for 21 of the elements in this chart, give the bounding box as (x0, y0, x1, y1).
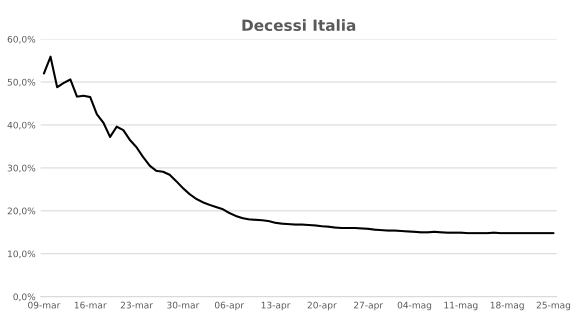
x-tick-label: 25-mag (536, 302, 570, 310)
x-tick-label: 13-apr (262, 302, 290, 310)
x-tick-label: 18-mag (490, 302, 524, 310)
line-series (42, 56, 555, 234)
y-tick-label: 20,0% (8, 208, 36, 216)
y-tick-label: 50,0% (8, 78, 36, 87)
y-tick-label: 40,0% (8, 122, 36, 130)
chart-title: Decessi Italia (242, 19, 356, 32)
y-tick-label: 10,0% (8, 250, 36, 258)
x-tick-label: 20-apr (308, 302, 337, 310)
y-tick-label: 30,0% (8, 164, 36, 172)
x-tick-label: 11-mag (444, 302, 478, 310)
x-tick-label: 30-mar (167, 302, 200, 309)
x-tick-label: 04-mag (398, 302, 432, 310)
y-tick-label: 0,0% (13, 293, 36, 302)
x-tick-label: 23-mar (120, 302, 153, 309)
x-tick-label: 09-mar (28, 302, 60, 309)
x-tick-label: 06-apr (214, 302, 244, 310)
x-tick-label: 27-apr (354, 302, 384, 310)
x-tick-label: 16-mar (74, 302, 107, 309)
y-tick-label: 60,0% (8, 36, 36, 44)
